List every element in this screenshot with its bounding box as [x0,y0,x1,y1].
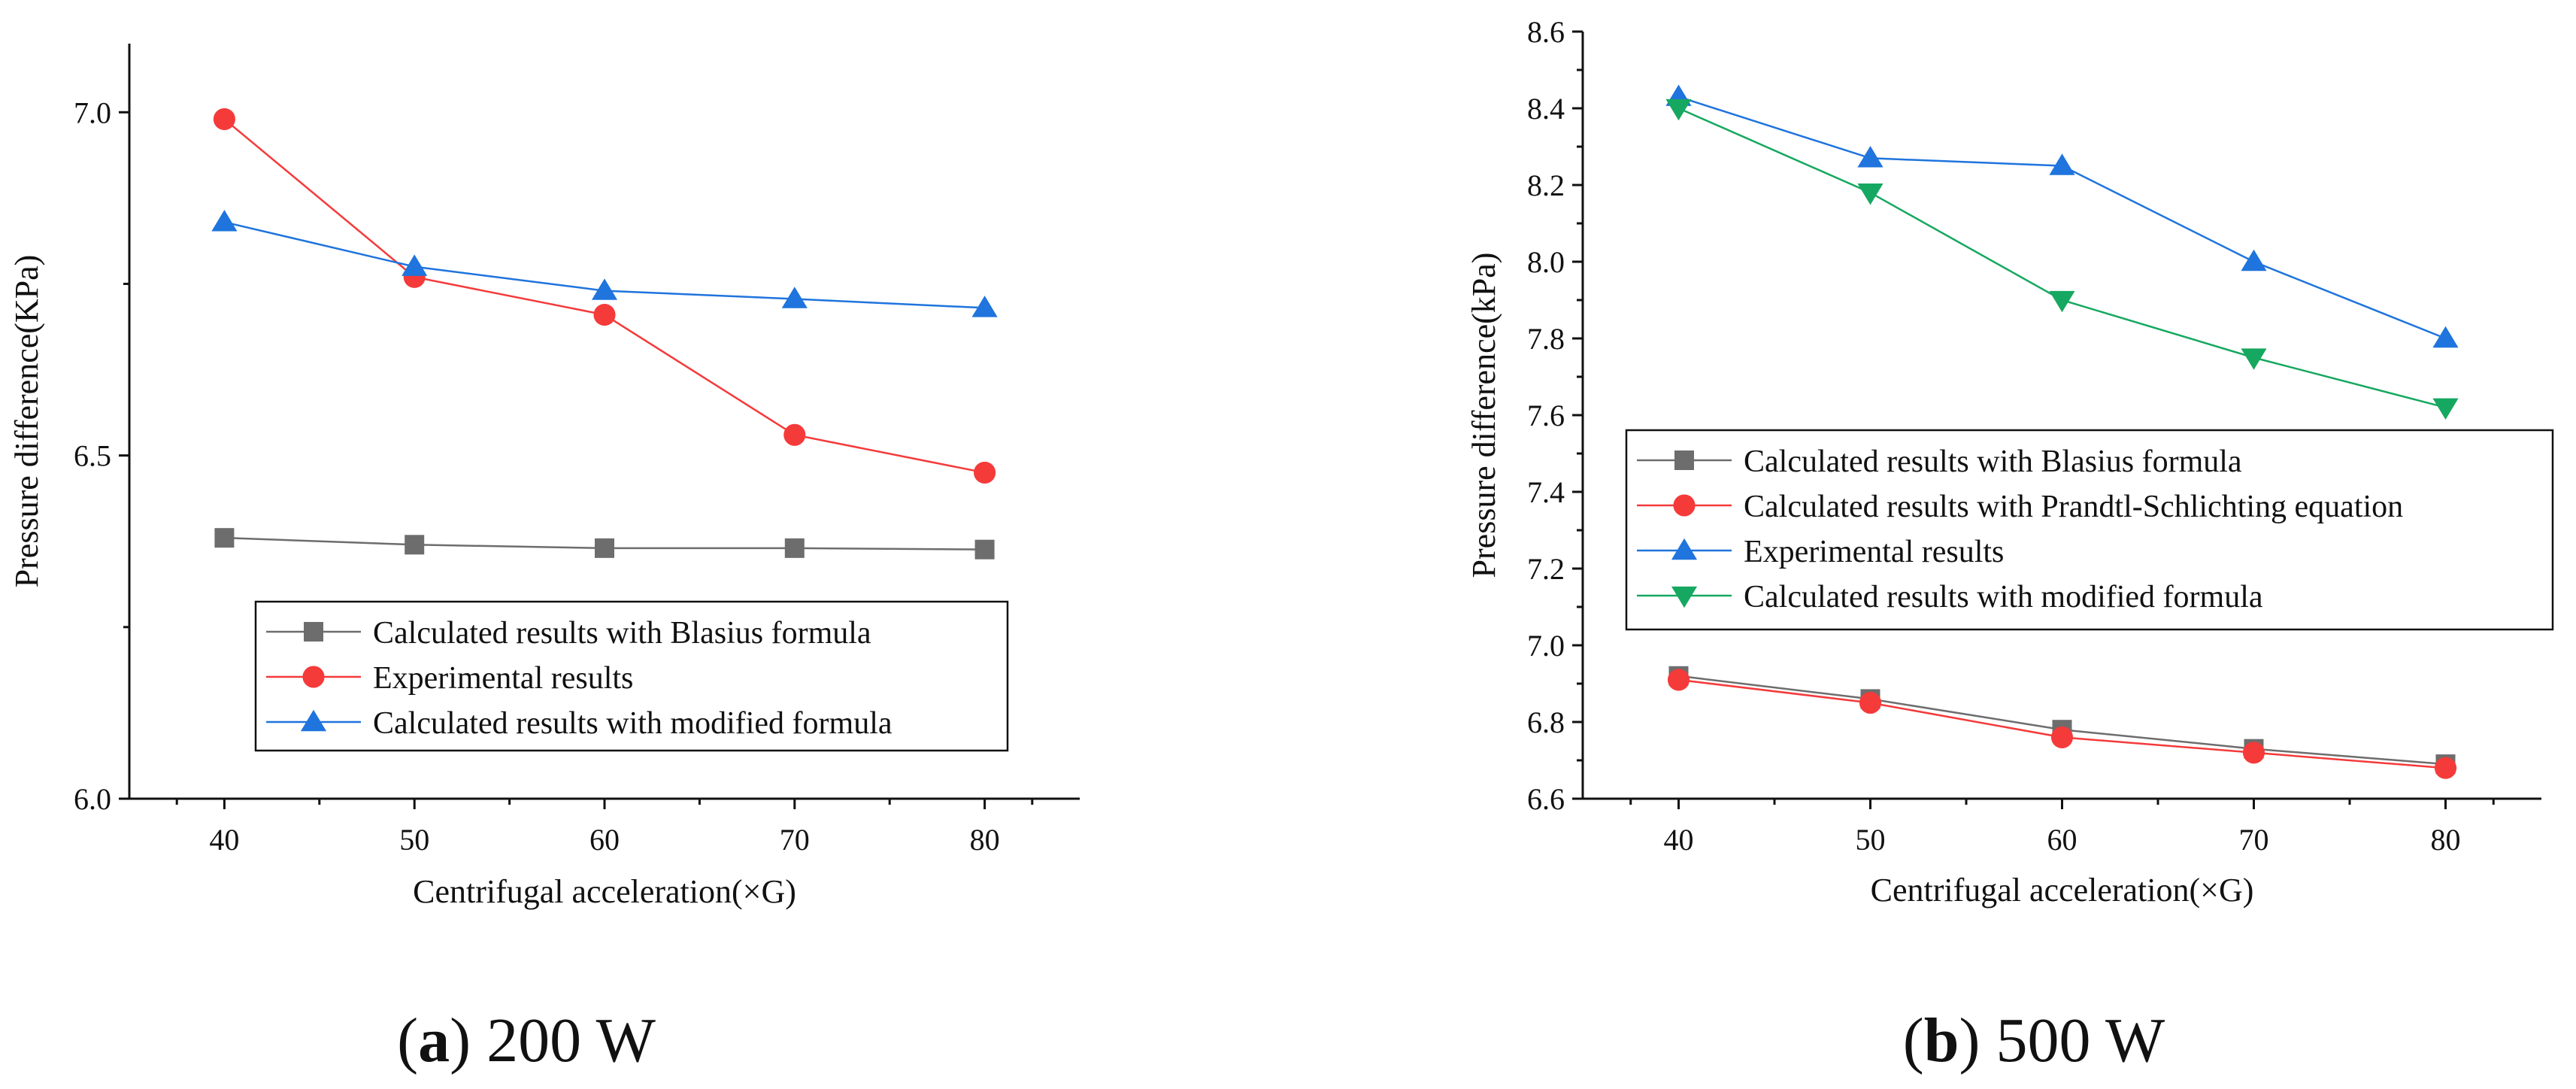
y-tick-label: 7.6 [1527,399,1565,432]
data-point [211,210,238,232]
legend-item: Calculated results with modified formula [266,706,893,741]
legend-item: Experimental results [266,661,633,696]
legend-item: Calculated results with Blasius formula [266,616,871,651]
data-point [2432,326,2459,348]
data-point [783,423,806,446]
legend-marker [1671,586,1698,608]
caption-letter-a: a [418,1006,450,1075]
y-axis-label: Pressure difference(kPa) [1465,253,1502,578]
legend-marker [1674,450,1694,470]
legend-marker [1673,494,1696,517]
y-tick-label: 8.4 [1527,92,1565,126]
y-tick-label: 7.4 [1527,475,1565,509]
x-tick-label: 40 [1664,823,1694,857]
legend-label: Calculated results with Blasius formula [1744,444,2242,479]
data-point [2241,348,2267,370]
x-tick-label: 60 [2047,823,2077,857]
legend-item: Calculated results with Prandtl-Schlicht… [1637,490,2403,524]
series-experimental-results [213,108,996,484]
legend-box [254,600,1009,752]
legend-label: Experimental results [373,661,633,696]
series-calculated-results-with-prandtl-schlichting-equation [1667,669,2457,779]
legend-marker [1671,538,1698,560]
x-tick-label: 50 [1856,823,1886,857]
data-point [595,538,614,558]
y-tick-label: 7.8 [1527,322,1565,356]
caption-letter-b: b [1923,1006,1959,1075]
x-tick-label: 50 [399,823,429,857]
x-axis-label: Centrifugal acceleration(×G) [1871,872,2254,909]
series-calculated-results-with-modified-formula [1665,99,2459,420]
series-line [1677,107,2446,409]
legend-label: Calculated results with Prandtl-Schlicht… [1744,490,2403,524]
data-point [2432,398,2459,420]
y-tick-label: 7.0 [1527,629,1565,663]
data-point [1857,146,1884,168]
data-point [784,538,805,558]
caption-label-b: 500 W [1996,1006,2165,1075]
series-calculated-results-with-blasius-formula [214,528,995,560]
data-point [2434,757,2457,779]
caption-label-a: 200 W [486,1006,656,1075]
data-point [591,278,618,300]
chart-panel-a: 6.0 6.5 7.0 40 50 60 70 80 Centrifugal accelerat… [8,44,1080,910]
data-point [781,287,808,308]
data-point [974,461,996,484]
legend-marker [302,666,325,688]
x-tick-label: 60 [589,823,620,857]
y-tick-label: 6.6 [1527,782,1565,816]
data-point [2241,249,2267,271]
y-tick-label: 6.0 [74,782,111,816]
data-point [402,254,428,276]
legend-label: Experimental results [1744,535,2004,569]
legend-item: Calculated results with Blasius formula [1637,444,2242,479]
caption-panel-a: (a) 200 W [397,1006,656,1075]
y-tick-label: 7.0 [74,96,111,129]
legend: Calculated results with Blasius formula E… [254,600,1009,752]
data-point [214,528,235,548]
y-tick-label: 8.0 [1527,245,1565,279]
data-point [974,539,995,560]
y-tick-label: 6.8 [1527,705,1565,739]
legend-box [1625,429,2554,631]
legend-label: Calculated results with modified formula [1744,580,2263,614]
y-axis-label: Pressure difference(KPa) [8,255,45,588]
data-point [2050,726,2074,748]
data-point [593,303,616,326]
legend-label: Calculated results with Blasius formula [373,616,871,651]
y-tick-label: 7.2 [1527,552,1565,586]
data-point [2049,153,2075,175]
x-tick-label: 40 [209,823,239,857]
legend-marker [304,622,323,642]
data-point [971,296,998,317]
data-point [2242,742,2265,764]
x-tick-label: 70 [780,823,810,857]
data-point [1665,99,1692,121]
data-point [1859,691,1882,714]
data-point [1857,184,1884,205]
legend-item: Experimental results [1637,535,2004,569]
x-tick-label: 80 [2431,823,2461,857]
series-calculated-results-with-modified-formula [211,210,998,317]
chart-panel-b: 6.6 6.8 7.0 7.2 7.4 7.6 7.8 8.0 8.2 8.4 8.6 40 50 60 7… [1465,15,2554,909]
y-tick-label: 6.5 [74,439,111,473]
legend-label: Calculated results with modified formula [373,706,893,741]
data-point [405,535,425,555]
x-tick-label: 80 [970,823,1000,857]
x-tick-label: 70 [2239,823,2269,857]
caption-panel-b: (b) 500 W [1902,1006,2165,1075]
data-point [2049,290,2075,313]
data-point [1667,669,1690,691]
x-axis-label: Centrifugal acceleration(×G) [413,873,796,910]
legend-marker [300,709,327,732]
series-calculated-results-with-blasius-formula [1668,666,2456,775]
legend-item: Calculated results with modified formula [1637,580,2263,614]
legend: Calculated results with Blasius formula C… [1625,429,2554,631]
y-tick-label: 8.2 [1527,168,1565,202]
y-tick-label: 8.6 [1527,15,1565,49]
data-point [213,108,235,130]
